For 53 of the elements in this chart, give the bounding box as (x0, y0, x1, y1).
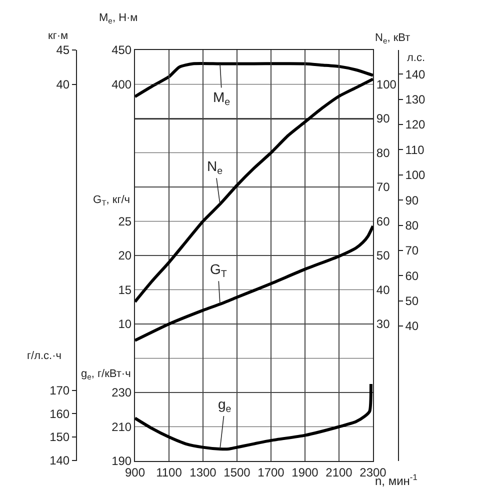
y-tick-label: 50 (376, 248, 390, 263)
y-tick-label: 400 (112, 77, 132, 92)
y2-tick-label: 160 (50, 406, 70, 421)
y2-axis-title: кг·м (48, 30, 68, 42)
y2-tick-label: 170 (50, 384, 70, 398)
series-label: G$_{T}$ (210, 261, 227, 280)
y2-tick-label: 90 (405, 193, 419, 208)
y-tick-label: 25 (118, 214, 132, 228)
y-tick-label: 100 (376, 77, 397, 92)
y2-tick-label: 50 (405, 294, 419, 308)
y-tick-label: 15 (118, 282, 132, 297)
y-axis-title: N$_{e}$, кВт (375, 32, 410, 46)
y-tick-label: 40 (376, 282, 390, 297)
x-tick-label: 1300 (190, 465, 217, 480)
y-axis-title: M$_{e}$, Н·м (99, 12, 138, 26)
y-tick-label: 70 (376, 180, 390, 194)
y-tick-label: 80 (376, 146, 390, 160)
x-tick-label: 2100 (326, 465, 353, 480)
y-axis-title: g$_{e}$, г/кВт·ч (81, 368, 131, 382)
text: g$_{e}$ (218, 396, 232, 415)
y2-axis-title: г/л.с.·ч (27, 350, 62, 362)
line-series (135, 382, 372, 451)
series-label: M$_{e}$ (213, 89, 231, 108)
y2-tick-label: 140 (50, 454, 70, 468)
y-tick-label: 210 (112, 420, 132, 434)
y-tick-label: 60 (376, 214, 390, 228)
y2-axis-title: л.с. (407, 52, 426, 64)
y2-tick-label: 70 (405, 244, 419, 258)
y-axis-title: G$_{T}$, кг/ч (93, 194, 130, 208)
y-tick-label: 230 (112, 386, 132, 400)
y2-tick-label: 150 (50, 430, 70, 444)
x-tick-label: 1900 (292, 465, 319, 480)
y2-tick-label: 45 (56, 43, 70, 58)
y2-tick-label: 140 (405, 67, 426, 82)
y2-tick-label: 40 (405, 319, 419, 334)
y2-tick-label: 120 (405, 118, 426, 132)
series-label: N$_{e}$ (207, 158, 224, 177)
y2-tick-label: 60 (405, 268, 419, 283)
y-tick-label: 30 (376, 317, 390, 332)
y2-tick-label: 110 (405, 142, 425, 157)
x-tick-label: 1700 (258, 465, 285, 480)
x-tick-label: 1500 (224, 465, 251, 480)
x-tick-label: 1100 (156, 465, 182, 480)
x-tick-label: 2300 (360, 465, 387, 480)
y-tick-label: 10 (118, 317, 132, 332)
y2-tick-label: 130 (405, 92, 426, 107)
y2-tick-label: 40 (56, 77, 70, 92)
y-tick-label: 90 (376, 112, 390, 126)
y-tick-label: 450 (112, 43, 132, 58)
y2-tick-label: 100 (405, 168, 426, 182)
line-series (135, 224, 373, 342)
y-tick-label: 20 (118, 248, 132, 263)
y2-tick-label: 80 (405, 218, 419, 232)
